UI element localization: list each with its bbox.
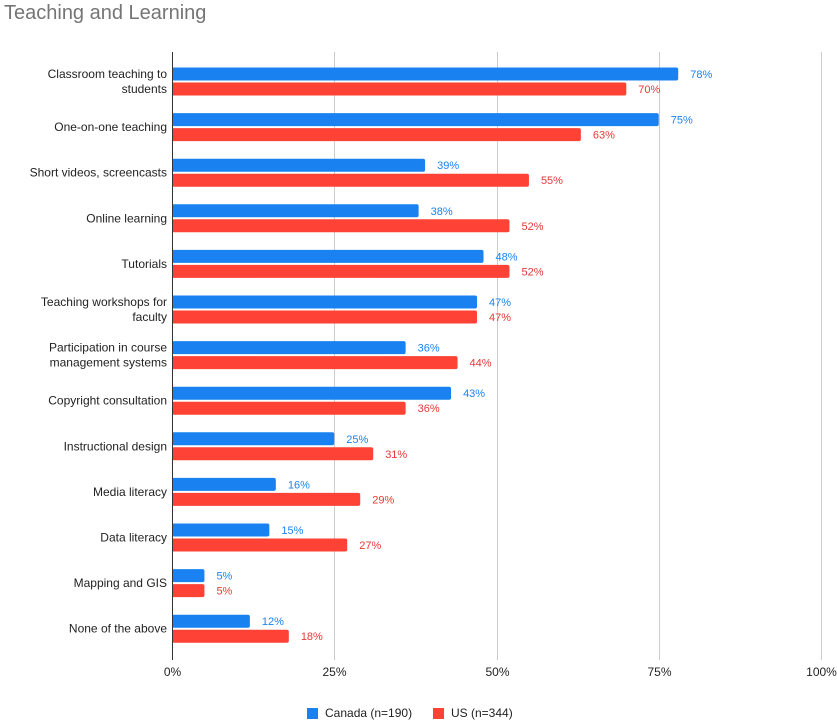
category-label: None of the above [69, 622, 167, 636]
bar [172, 295, 478, 309]
bar [172, 477, 276, 491]
bar [172, 629, 289, 643]
category-label: Data literacy [100, 531, 167, 545]
data-label: 18% [301, 631, 323, 643]
data-label: 55% [541, 175, 563, 187]
data-label: 48% [496, 251, 518, 263]
category-label: Classroom teaching to students [48, 67, 168, 96]
legend-label-canada: Canada (n=190) [325, 706, 413, 720]
bar [172, 173, 529, 187]
bar [172, 356, 458, 370]
data-label: 52% [521, 266, 543, 278]
data-label: 29% [372, 494, 394, 506]
bar [172, 401, 406, 415]
category-label: Instructional design [64, 439, 167, 453]
data-label: 27% [359, 540, 381, 552]
bar [172, 158, 426, 172]
data-label: 31% [385, 449, 407, 461]
x-tick-label: 25% [322, 665, 346, 679]
bar [172, 492, 361, 506]
category-label: Short videos, screencasts [30, 166, 167, 180]
data-label: 16% [288, 479, 310, 491]
data-label: 43% [463, 388, 485, 400]
legend-swatch-us [433, 707, 444, 719]
category-label: Teaching workshops for faculty [41, 295, 167, 324]
data-label: 47% [489, 297, 511, 309]
data-label: 78% [690, 69, 712, 81]
bar [172, 386, 452, 400]
bar [172, 249, 484, 263]
data-label: 36% [418, 403, 440, 415]
bar [172, 341, 406, 355]
bar [172, 447, 374, 461]
data-label: 25% [346, 434, 368, 446]
bar [172, 67, 679, 81]
bar [172, 310, 478, 324]
bar [172, 264, 510, 278]
category-label: Participation in course management system… [49, 341, 167, 370]
legend-item-us[interactable]: US (n=344) [433, 706, 513, 720]
data-label: 15% [281, 525, 303, 537]
category-label: Online learning [86, 211, 167, 225]
legend-item-canada[interactable]: Canada (n=190) [307, 706, 412, 720]
x-tick-label: 0% [164, 665, 182, 679]
bar [172, 82, 627, 96]
data-label: 52% [521, 221, 543, 233]
data-label: 75% [671, 115, 693, 127]
data-label: 12% [262, 616, 284, 628]
legend: Canada (n=190) US (n=344) [0, 706, 837, 720]
bar [172, 584, 205, 598]
bar [172, 569, 205, 583]
data-label: 38% [431, 206, 453, 218]
bar [172, 204, 419, 218]
data-label: 36% [418, 343, 440, 355]
category-label: Copyright consultation [48, 394, 167, 408]
legend-swatch-canada [307, 707, 318, 719]
data-label: 47% [489, 312, 511, 324]
category-label: One-on-one teaching [54, 120, 167, 134]
data-label: 44% [470, 358, 492, 370]
category-label: Media literacy [93, 485, 167, 499]
bar [172, 538, 348, 552]
x-tick-label: 75% [647, 665, 671, 679]
data-label: 5% [216, 571, 232, 583]
category-label: Tutorials [121, 257, 167, 271]
x-tick-label: 100% [806, 665, 837, 679]
legend-label-us: US (n=344) [451, 706, 513, 720]
bar [172, 614, 250, 628]
bar [172, 128, 581, 142]
bar [172, 113, 659, 127]
category-label: Mapping and GIS [74, 576, 167, 590]
x-tick-label: 50% [485, 665, 509, 679]
data-label: 63% [593, 130, 615, 142]
bar [172, 219, 510, 233]
data-label: 5% [216, 586, 232, 598]
data-label: 70% [638, 84, 660, 96]
bar [172, 432, 335, 446]
data-label: 39% [437, 160, 459, 172]
bar [172, 523, 270, 537]
chart-title: Teaching and Learning [4, 2, 207, 24]
bar-chart: 0% 25% 50% 75% 100% 78% 70% Classroom teaching … [30, 52, 837, 679]
